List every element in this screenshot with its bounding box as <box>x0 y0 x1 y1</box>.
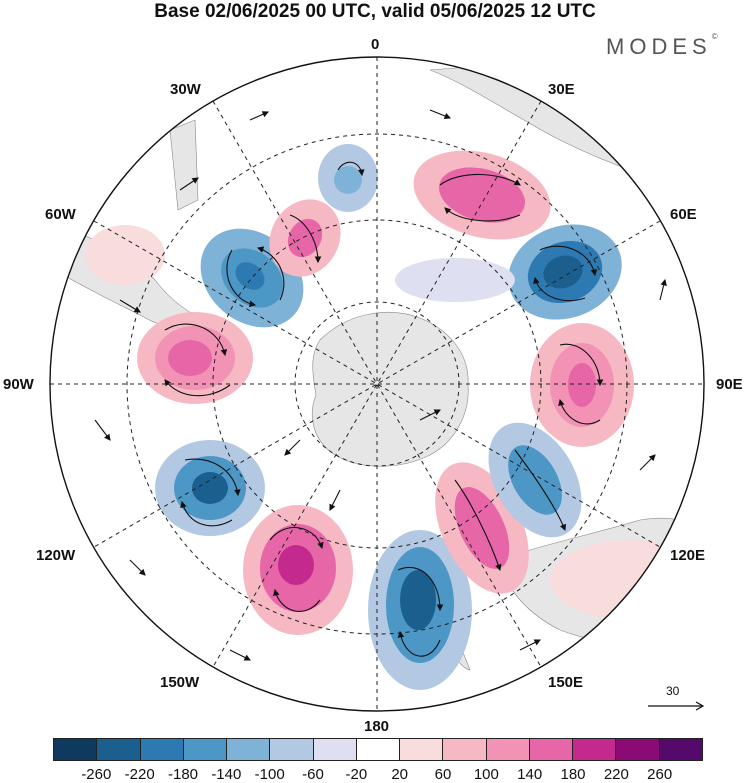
vector-scale-label: 30 <box>666 684 680 698</box>
colorbar-segment <box>269 739 313 760</box>
lon-label-120w: 120W <box>36 547 76 564</box>
colorbar-segment <box>226 739 270 760</box>
lon-label-30e: 30E <box>548 81 575 98</box>
colorbar-segment <box>182 739 227 760</box>
lon-label-150w: 150W <box>160 674 200 691</box>
colorbar-segment <box>96 739 140 760</box>
colorbar-tick-label: 140 <box>517 766 543 783</box>
colorbar-tick-label: 180 <box>560 766 586 783</box>
wind-vectors <box>94 109 667 661</box>
lon-label-150e: 150E <box>548 674 584 691</box>
vector-scale: 30 <box>646 684 706 712</box>
south-georgia <box>169 119 199 211</box>
antarctica <box>311 312 469 467</box>
map-title: Base 02/06/2025 00 UTC, valid 05/06/2025… <box>154 1 596 22</box>
lon-label-0: 0 <box>371 36 380 53</box>
grid-lines <box>50 57 704 711</box>
colorbar-segment <box>615 739 659 760</box>
colorbar-tick-label: -100 <box>254 766 285 783</box>
blob-neg-7 <box>395 258 515 302</box>
colorbar-segment <box>399 739 443 760</box>
lon-label-120e: 120E <box>670 547 706 564</box>
copyright-mark: © <box>711 32 718 41</box>
lon-label-90e: 90E <box>716 376 743 393</box>
lon-label-180: 180 <box>364 718 390 735</box>
colorbar-segment <box>485 739 529 760</box>
colorbar-ticks: -260 -220 -180 -140 -100 -60 -20 20 60 100 140 180 2… <box>0 766 750 783</box>
lon-label-30w: 30W <box>170 81 201 98</box>
colorbar-segment <box>355 739 400 760</box>
lon-label-60w: 60W <box>45 206 76 223</box>
colorbar-segment <box>139 739 183 760</box>
polar-map <box>49 56 705 712</box>
colorbar-segment <box>312 739 356 760</box>
colorbar <box>53 738 703 761</box>
colorbar-tick-label: -220 <box>124 766 155 783</box>
colorbar-tick-label: -20 <box>345 766 368 783</box>
blob-pos-7 <box>85 225 165 285</box>
colorbar-tick-label: 100 <box>473 766 499 783</box>
logo-text: MODES <box>606 34 712 59</box>
colorbar-tick-label: -260 <box>81 766 112 783</box>
modes-logo: MODES© <box>606 32 718 60</box>
colorbar-segment <box>658 739 702 760</box>
colorbar-tick-label: 60 <box>434 766 452 783</box>
lon-label-90w: 90W <box>3 376 34 393</box>
lon-label-60e: 60E <box>670 206 697 223</box>
colorbar-tick-label: 20 <box>391 766 408 783</box>
colorbar-tick-label: -60 <box>302 766 324 783</box>
map-border <box>49 56 705 712</box>
colorbar-tick-label: -140 <box>211 766 242 783</box>
colorbar-tick-label: 260 <box>647 766 673 783</box>
colorbar-segment <box>442 739 486 760</box>
colorbar-segment <box>54 739 97 760</box>
colorbar-segment <box>528 739 573 760</box>
colorbar-tick-label: -180 <box>167 766 199 783</box>
anomaly-field <box>85 144 704 690</box>
reference-arrow <box>648 701 705 711</box>
colorbar-segment <box>572 739 616 760</box>
colorbar-tick-label: 220 <box>603 766 629 783</box>
